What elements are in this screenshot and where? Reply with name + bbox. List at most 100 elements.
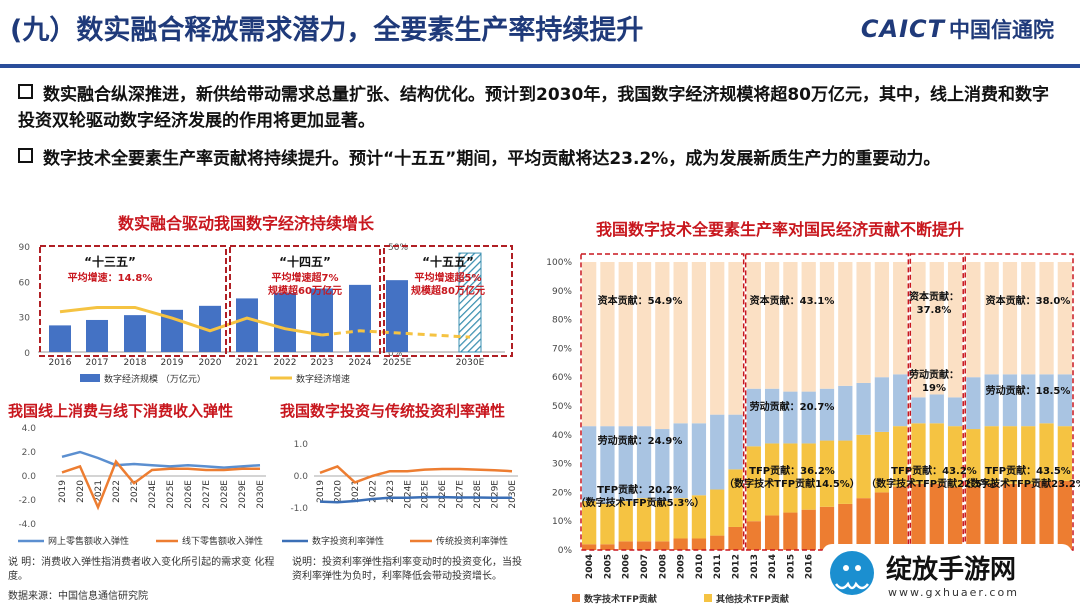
stack-segment [911,423,926,484]
stack-segment [600,262,615,427]
y-tick-label: 0% [558,546,573,556]
x-tick-label: 2027E [202,480,212,509]
stack-segment [783,391,798,444]
y-tick-label: 4.0 [22,424,37,434]
stack-segment [911,262,926,398]
x-tick-label: 2022 [274,358,297,368]
x-tick-label: 2023 [130,480,140,503]
x-tick-label: 2029E [238,480,248,509]
stack-segment [746,262,761,389]
x-tick-label: 2026E [438,480,448,509]
stack-segment [838,440,853,504]
y-tick-label: 70% [552,344,572,354]
annotation-label: 资本贡献：54.9% [598,294,683,307]
stack-segment [984,483,999,550]
annotation-line: （数字技术TFP贡献22.5%） [866,477,1002,490]
x-tick-label: 2025E [383,358,412,368]
bar [274,292,296,352]
x-tick-label: 2016 [805,554,815,579]
x-tick-label: 2024E [148,480,158,509]
x-tick-label: 2020 [76,480,86,503]
annotation-label: 资本贡献：38.0% [986,294,1071,307]
stack-segment [856,498,871,550]
bullet-1: 数实融合纵深推进，新供给带动需求总量扩张、结构优化。预计到2030年，我国数字经… [18,82,1058,134]
x-tick-label: 2025E [166,480,176,509]
stack-segment [801,443,816,510]
chart3-title: 我国数字投资与传统投资利率弹性 [280,402,506,420]
legend-label: 数字投资利率弹性 [312,535,384,547]
annotation-label: 劳动贡献： 19% [909,368,959,394]
stack-segment [911,397,926,424]
stack-segment [673,262,688,424]
x-tick-label: 2006 [622,554,632,579]
annotation-line: （数字技术TFP贡献5.3%） [576,496,705,509]
y2-tick-label: 50% [388,243,408,253]
stack-segment [838,385,853,441]
stack-segment [636,426,652,499]
bar [311,288,333,352]
stack-segment [838,262,853,386]
stack-segment [819,262,835,389]
annotation-line: 资本贡献： [909,290,959,303]
x-tick-label: 2030E [456,358,485,368]
stack-segment [1002,483,1018,550]
bar [458,252,482,353]
source-note: 数据来源：中国信息通信研究院 [8,591,148,602]
brand-cn: 中国信通院 [949,18,1054,42]
x-tick-label: 2020 [199,358,222,368]
x-tick-label: 2023 [386,480,396,503]
stack-segment [893,374,908,427]
x-tick-label: 2022 [112,480,122,503]
y-tick-label: -1.0 [290,504,308,514]
stack-segment [764,388,780,444]
x-tick-label: 2016 [49,358,72,368]
chart2-title: 我国线上消费与线下消费收入弹性 [8,402,234,420]
annotation-label: 劳动贡献：20.7% [750,400,835,413]
x-tick-label: 2024E [403,480,413,509]
stack-segment [636,498,652,542]
x-tick-label: 2020 [333,480,343,503]
x-tick-label: 2026E [184,480,194,509]
stack-segment [984,374,999,427]
x-tick-label: 2013 [750,554,760,579]
annotation-line: 19% [922,383,946,394]
x-tick-label: 2019 [161,358,184,368]
annotation-line: 资本贡献：54.9% [598,294,683,307]
annotation-line: TFP贡献：20.2% [597,483,683,496]
stack-segment [1021,483,1036,550]
stack-segment [783,443,798,513]
series-line [319,495,512,504]
bar [86,319,108,352]
legend-label: 线下零售额收入弹性 [182,535,263,547]
stack-segment [618,541,633,550]
legend-swatch [572,594,580,602]
series-line-growth-forecast [321,329,471,339]
y-tick-label: 30 [19,314,31,324]
stack-segment [1002,426,1018,484]
y-tick-label: -2.0 [18,496,36,506]
stack-segment [728,414,743,470]
x-tick-label: 2028E [473,480,483,509]
annotation-label: TFP贡献：36.2%（数字技术TFP贡献14.5%） [724,464,860,490]
x-tick-label: 2009 [677,554,687,579]
annotation-line: 37.8% [917,305,952,316]
x-tick-label: 2017 [86,358,109,368]
legend-label: 数字经济增速 [296,373,350,385]
stack-segment [710,489,725,536]
x-tick-label: 2015 [786,554,796,579]
stack-segment [600,426,615,504]
annotation-label: TFP贡献：43.5%（数字技术TFP贡献23.2%） [960,464,1080,490]
stack-segment [582,426,597,502]
stack-segment [874,492,890,550]
stack-segment [966,262,981,378]
chart-consumption-elasticity: -4.0 -2.0 0.0 2.0 4.0 2019 2020 2021 2022 2023 202… [18,424,266,547]
stack-segment [655,501,670,542]
series-line [61,459,260,511]
y-tick-label: 90 [19,243,31,253]
x-tick-label: 2018 [124,358,147,368]
x-tick-label: 2014 [768,554,778,579]
stack-segment [764,262,780,389]
bullet-box-icon [18,148,33,163]
stack-segment [947,262,963,398]
x-tick-label: 2030E [256,480,266,509]
